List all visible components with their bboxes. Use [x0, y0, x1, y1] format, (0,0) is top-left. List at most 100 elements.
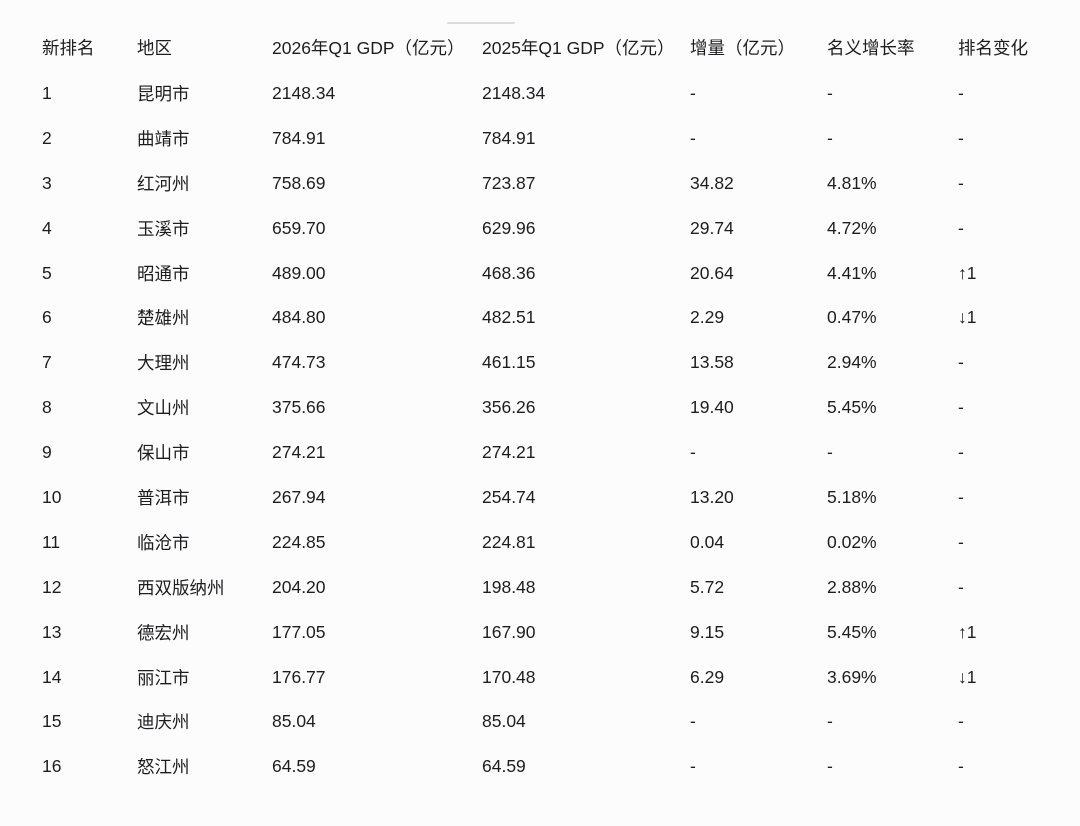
cell-increment: 9.15 — [690, 621, 725, 642]
table-row: 11 临沧市 224.85 224.81 0.04 0.02% - — [42, 520, 1038, 565]
table-row: 5 昭通市 489.00 468.36 20.64 4.41% ↑1 — [42, 251, 1038, 296]
cell-nominal-growth-rate: 4.41% — [827, 262, 877, 283]
cell-gdp-2025-q1: 468.36 — [482, 262, 536, 283]
table-row: 16 怒江州 64.59 64.59 - - - — [42, 744, 1038, 789]
cell-gdp-2026-q1: 375.66 — [272, 397, 326, 418]
table-row: 13 德宏州 177.05 167.90 9.15 5.45% ↑1 — [42, 610, 1038, 655]
cell-rank-change: ↑1 — [958, 621, 977, 642]
cell-new-rank: 4 — [42, 217, 52, 238]
cell-rank-change: - — [958, 397, 964, 418]
cell-region: 怒江州 — [137, 757, 190, 778]
column-header-label: 2025年Q1 GDP（亿元） — [482, 38, 675, 58]
cell-region: 红河州 — [137, 173, 190, 194]
cell-region: 丽江市 — [137, 667, 190, 688]
cell-increment: - — [690, 711, 696, 732]
cell-region: 普洱市 — [137, 487, 190, 508]
cell-gdp-2025-q1: 170.48 — [482, 666, 536, 687]
column-header-nominal-growth-rate: 名义增长率 — [827, 0, 958, 71]
cell-nominal-growth-rate: 4.81% — [827, 172, 877, 193]
cell-increment: - — [690, 756, 696, 777]
cell-new-rank: 16 — [42, 756, 62, 777]
cell-new-rank: 2 — [42, 127, 52, 148]
column-header-new-rank: 新排名 — [42, 0, 137, 71]
cell-nominal-growth-rate: 2.88% — [827, 576, 877, 597]
cell-gdp-2025-q1: 64.59 — [482, 756, 526, 777]
cell-gdp-2026-q1: 2148.34 — [272, 82, 336, 103]
cell-region: 昆明市 — [137, 83, 190, 104]
cell-gdp-2026-q1: 267.94 — [272, 486, 326, 507]
cell-gdp-2025-q1: 198.48 — [482, 576, 536, 597]
cell-gdp-2026-q1: 758.69 — [272, 172, 326, 193]
cell-increment: - — [690, 82, 696, 103]
cell-rank-change: ↓1 — [958, 666, 977, 687]
cell-nominal-growth-rate: - — [827, 127, 833, 148]
cell-gdp-2025-q1: 85.04 — [482, 711, 526, 732]
cell-region: 昭通市 — [137, 263, 190, 284]
cell-rank-change: - — [958, 531, 964, 552]
cell-gdp-2025-q1: 356.26 — [482, 397, 536, 418]
cell-increment: 20.64 — [690, 262, 734, 283]
cell-rank-change: - — [958, 172, 964, 193]
cell-rank-change: - — [958, 442, 964, 463]
cell-gdp-2026-q1: 274.21 — [272, 442, 326, 463]
table-row: 10 普洱市 267.94 254.74 13.20 5.18% - — [42, 475, 1038, 520]
cell-new-rank: 5 — [42, 262, 52, 283]
cell-rank-change: - — [958, 217, 964, 238]
cell-gdp-2026-q1: 784.91 — [272, 127, 326, 148]
table-body: 1 昆明市 2148.34 2148.34 - - - 2 曲靖市 784.91 784.91 - - -… — [42, 71, 1038, 789]
header-row: 新排名 地区 2026年Q1 GDP（亿元） 2025年Q1 GDP（亿元） 增… — [42, 0, 1038, 71]
cell-gdp-2025-q1: 482.51 — [482, 307, 536, 328]
table-row: 3 红河州 758.69 723.87 34.82 4.81% - — [42, 161, 1038, 206]
cell-gdp-2026-q1: 204.20 — [272, 576, 326, 597]
cell-gdp-2026-q1: 224.85 — [272, 531, 326, 552]
cell-new-rank: 3 — [42, 172, 52, 193]
cell-gdp-2025-q1: 2148.34 — [482, 82, 546, 103]
cell-new-rank: 13 — [42, 621, 62, 642]
cell-gdp-2026-q1: 484.80 — [272, 307, 326, 328]
cell-new-rank: 6 — [42, 307, 52, 328]
cell-nominal-growth-rate: - — [827, 756, 833, 777]
cell-rank-change: - — [958, 711, 964, 732]
cell-new-rank: 7 — [42, 352, 52, 373]
cell-region: 西双版纳州 — [137, 577, 225, 598]
column-header-label: 新排名 — [42, 38, 95, 58]
cell-rank-change: - — [958, 352, 964, 373]
cell-nominal-growth-rate: - — [827, 711, 833, 732]
cell-new-rank: 15 — [42, 711, 62, 732]
cell-new-rank: 8 — [42, 397, 52, 418]
cell-gdp-2025-q1: 723.87 — [482, 172, 536, 193]
column-header-increment: 增量（亿元） — [690, 0, 827, 71]
cell-increment: 34.82 — [690, 172, 734, 193]
cell-nominal-growth-rate: 2.94% — [827, 352, 877, 373]
cell-region: 曲靖市 — [137, 128, 190, 149]
cell-new-rank: 9 — [42, 442, 52, 463]
cell-new-rank: 12 — [42, 576, 62, 597]
cell-increment: 2.29 — [690, 307, 725, 328]
cell-gdp-2026-q1: 64.59 — [272, 756, 316, 777]
cell-new-rank: 1 — [42, 82, 52, 103]
cell-gdp-2025-q1: 254.74 — [482, 486, 536, 507]
column-header-label: 2026年Q1 GDP（亿元） — [272, 38, 465, 58]
cell-nominal-growth-rate: 5.18% — [827, 486, 877, 507]
table-row: 4 玉溪市 659.70 629.96 29.74 4.72% - — [42, 206, 1038, 251]
cell-new-rank: 14 — [42, 666, 62, 687]
column-header-label: 地区 — [137, 38, 172, 58]
cell-region: 楚雄州 — [137, 308, 190, 329]
cell-nominal-growth-rate: 4.72% — [827, 217, 877, 238]
cell-new-rank: 10 — [42, 486, 62, 507]
cell-gdp-2026-q1: 474.73 — [272, 352, 326, 373]
cell-gdp-2026-q1: 85.04 — [272, 711, 316, 732]
cell-gdp-2025-q1: 461.15 — [482, 352, 536, 373]
table-row: 9 保山市 274.21 274.21 - - - — [42, 430, 1038, 475]
column-header-rank-change: 排名变化 — [958, 0, 1038, 71]
column-header-region: 地区 — [137, 0, 272, 71]
cell-rank-change: - — [958, 576, 964, 597]
cell-nominal-growth-rate: 5.45% — [827, 397, 877, 418]
cell-increment: 19.40 — [690, 397, 734, 418]
table-row: 1 昆明市 2148.34 2148.34 - - - — [42, 71, 1038, 116]
cell-region: 文山州 — [137, 398, 190, 419]
column-header-label: 增量（亿元） — [690, 38, 795, 58]
table-row: 6 楚雄州 484.80 482.51 2.29 0.47% ↓1 — [42, 295, 1038, 340]
cell-increment: 29.74 — [690, 217, 734, 238]
table-row: 2 曲靖市 784.91 784.91 - - - — [42, 116, 1038, 161]
